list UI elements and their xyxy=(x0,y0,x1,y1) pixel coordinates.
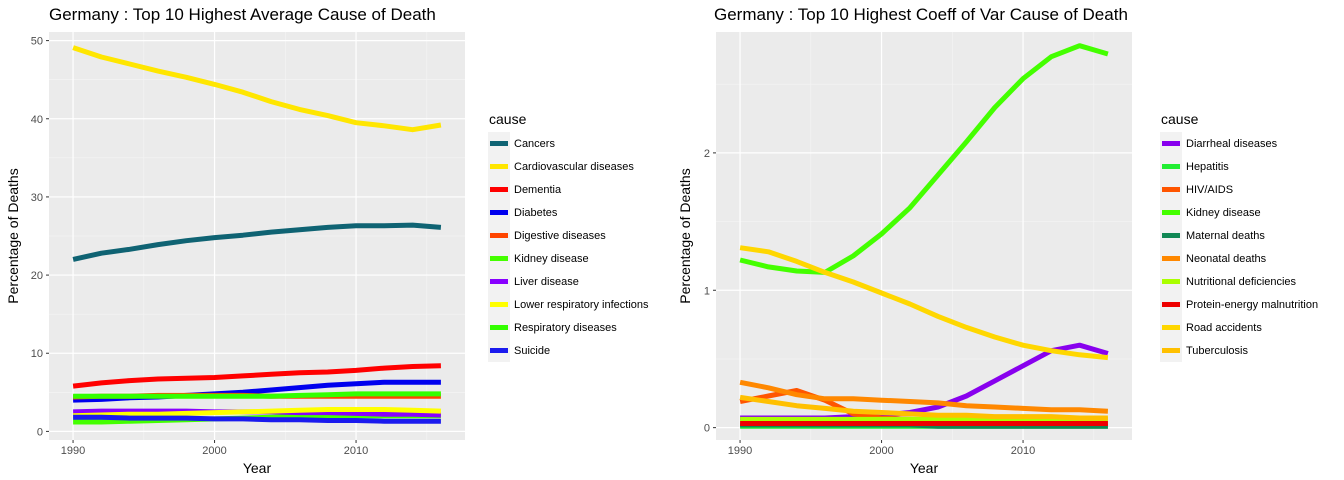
legend: cause Diarrheal diseases Hepatitis HIV/AID… xyxy=(1160,111,1318,362)
series-line-respiratory-diseases xyxy=(73,391,441,399)
legend-item-maternal-deaths: Maternal deaths xyxy=(1160,224,1265,247)
y-tick-label: 50 xyxy=(31,36,43,48)
y-axis-label: Percentage of Deaths xyxy=(5,168,21,303)
legend-title: cause xyxy=(489,111,527,127)
legend-label: Diabetes xyxy=(514,207,558,219)
legend-label: Neonatal deaths xyxy=(1186,253,1267,265)
legend-item-cardiovascular-diseases: Cardiovascular diseases xyxy=(488,155,634,178)
legend-item-cancers: Cancers xyxy=(488,132,555,155)
series-line-dementia xyxy=(72,363,441,389)
y-tick-label: 1 xyxy=(704,285,710,297)
y-tick-label: 0 xyxy=(37,426,43,438)
series-line-cancers xyxy=(72,222,442,262)
series-line-cardiovascular-diseases xyxy=(72,45,442,133)
legend-label: Digestive diseases xyxy=(514,230,606,242)
legend-item-liver-disease: Liver disease xyxy=(488,270,579,293)
legend-item-road-accidents: Road accidents xyxy=(1160,316,1262,339)
legend-item-hepatitis: Hepatitis xyxy=(1160,155,1229,178)
series-line-kidney-disease xyxy=(739,43,1109,275)
x-tick-label: 1990 xyxy=(61,445,85,457)
chart-title: Germany : Top 10 Highest Coeff of Var Ca… xyxy=(714,5,1128,24)
series-line-tuberculosis xyxy=(739,394,1108,421)
legend-label: Kidney disease xyxy=(514,253,589,265)
y-axis-label: Percentage of Deaths xyxy=(677,168,693,303)
y-tick-label: 20 xyxy=(31,270,43,282)
legend-label: Hepatitis xyxy=(1186,161,1229,173)
series-line-neonatal-deaths xyxy=(739,379,1109,414)
legend-item-diabetes: Diabetes xyxy=(488,201,558,224)
x-tick-label: 2000 xyxy=(202,445,226,457)
y-tick-label: 30 xyxy=(31,192,43,204)
legend-item-kidney-disease: Kidney disease xyxy=(488,247,589,270)
left-chart-panel: Germany : Top 10 Highest Average Cause o… xyxy=(5,5,649,476)
y-tick-label: 2 xyxy=(704,148,710,160)
legend-item-dementia: Dementia xyxy=(488,178,562,201)
legend-label: HIV/AIDS xyxy=(1186,184,1233,196)
legend-label: Nutritional deficiencies xyxy=(1186,276,1297,288)
legend-item-diarrheal-diseases: Diarrheal diseases xyxy=(1160,132,1278,155)
x-axis-label: Year xyxy=(910,460,939,476)
legend-item-protein-energy-malnutrition: Protein-energy malnutrition xyxy=(1160,293,1318,316)
legend-label: Kidney disease xyxy=(1186,207,1261,219)
legend-label: Maternal deaths xyxy=(1186,230,1265,242)
legend-label: Suicide xyxy=(514,345,550,357)
legend-item-digestive-diseases: Digestive diseases xyxy=(488,224,606,247)
legend-title: cause xyxy=(1161,111,1199,127)
x-tick-label: 1990 xyxy=(728,445,752,457)
y-tick-label: 0 xyxy=(704,423,710,435)
series-line-road-accidents xyxy=(739,245,1109,361)
x-tick-label: 2000 xyxy=(869,445,893,457)
x-axis-label: Year xyxy=(243,460,272,476)
legend-label: Cardiovascular diseases xyxy=(514,161,634,173)
legend-item-respiratory-diseases: Respiratory diseases xyxy=(488,316,617,339)
series-line-lower-respiratory-infections xyxy=(73,407,441,419)
legend: cause Cancers Cardiovascular diseases Deme… xyxy=(488,111,649,362)
legend-label: Tuberculosis xyxy=(1186,345,1248,357)
left-line-chart: Germany : Top 10 Highest Average Cause o… xyxy=(5,5,649,476)
legend-label: Cancers xyxy=(514,138,555,150)
legend-item-kidney-disease: Kidney disease xyxy=(1160,201,1261,224)
series-line-suicide xyxy=(73,414,441,424)
legend-item-neonatal-deaths: Neonatal deaths xyxy=(1160,247,1267,270)
legend-item-nutritional-deficiencies: Nutritional deficiencies xyxy=(1160,270,1297,293)
legend-label: Lower respiratory infections xyxy=(514,299,649,311)
right-chart-panel: Germany : Top 10 Highest Coeff of Var Ca… xyxy=(672,0,1344,480)
x-tick-label: 2010 xyxy=(1011,445,1035,457)
legend-label: Protein-energy malnutrition xyxy=(1186,299,1318,311)
legend-item-tuberculosis: Tuberculosis xyxy=(1160,339,1248,362)
legend-label: Liver disease xyxy=(514,276,579,288)
plot-panel xyxy=(716,32,1132,440)
right-line-chart: Germany : Top 10 Highest Coeff of Var Ca… xyxy=(677,5,1318,476)
legend-label: Diarrheal diseases xyxy=(1186,138,1278,150)
legend-item-lower-respiratory-infections: Lower respiratory infections xyxy=(488,293,649,316)
chart-title: Germany : Top 10 Highest Average Cause o… xyxy=(49,5,436,24)
x-tick-label: 2010 xyxy=(344,445,368,457)
legend-item-hiv-aids: HIV/AIDS xyxy=(1160,178,1233,201)
y-tick-label: 40 xyxy=(31,114,43,126)
legend-label: Respiratory diseases xyxy=(514,322,617,334)
legend-label: Road accidents xyxy=(1186,322,1262,334)
legend-label: Dementia xyxy=(514,184,562,196)
y-tick-label: 10 xyxy=(31,348,43,360)
legend-item-suicide: Suicide xyxy=(488,339,550,362)
